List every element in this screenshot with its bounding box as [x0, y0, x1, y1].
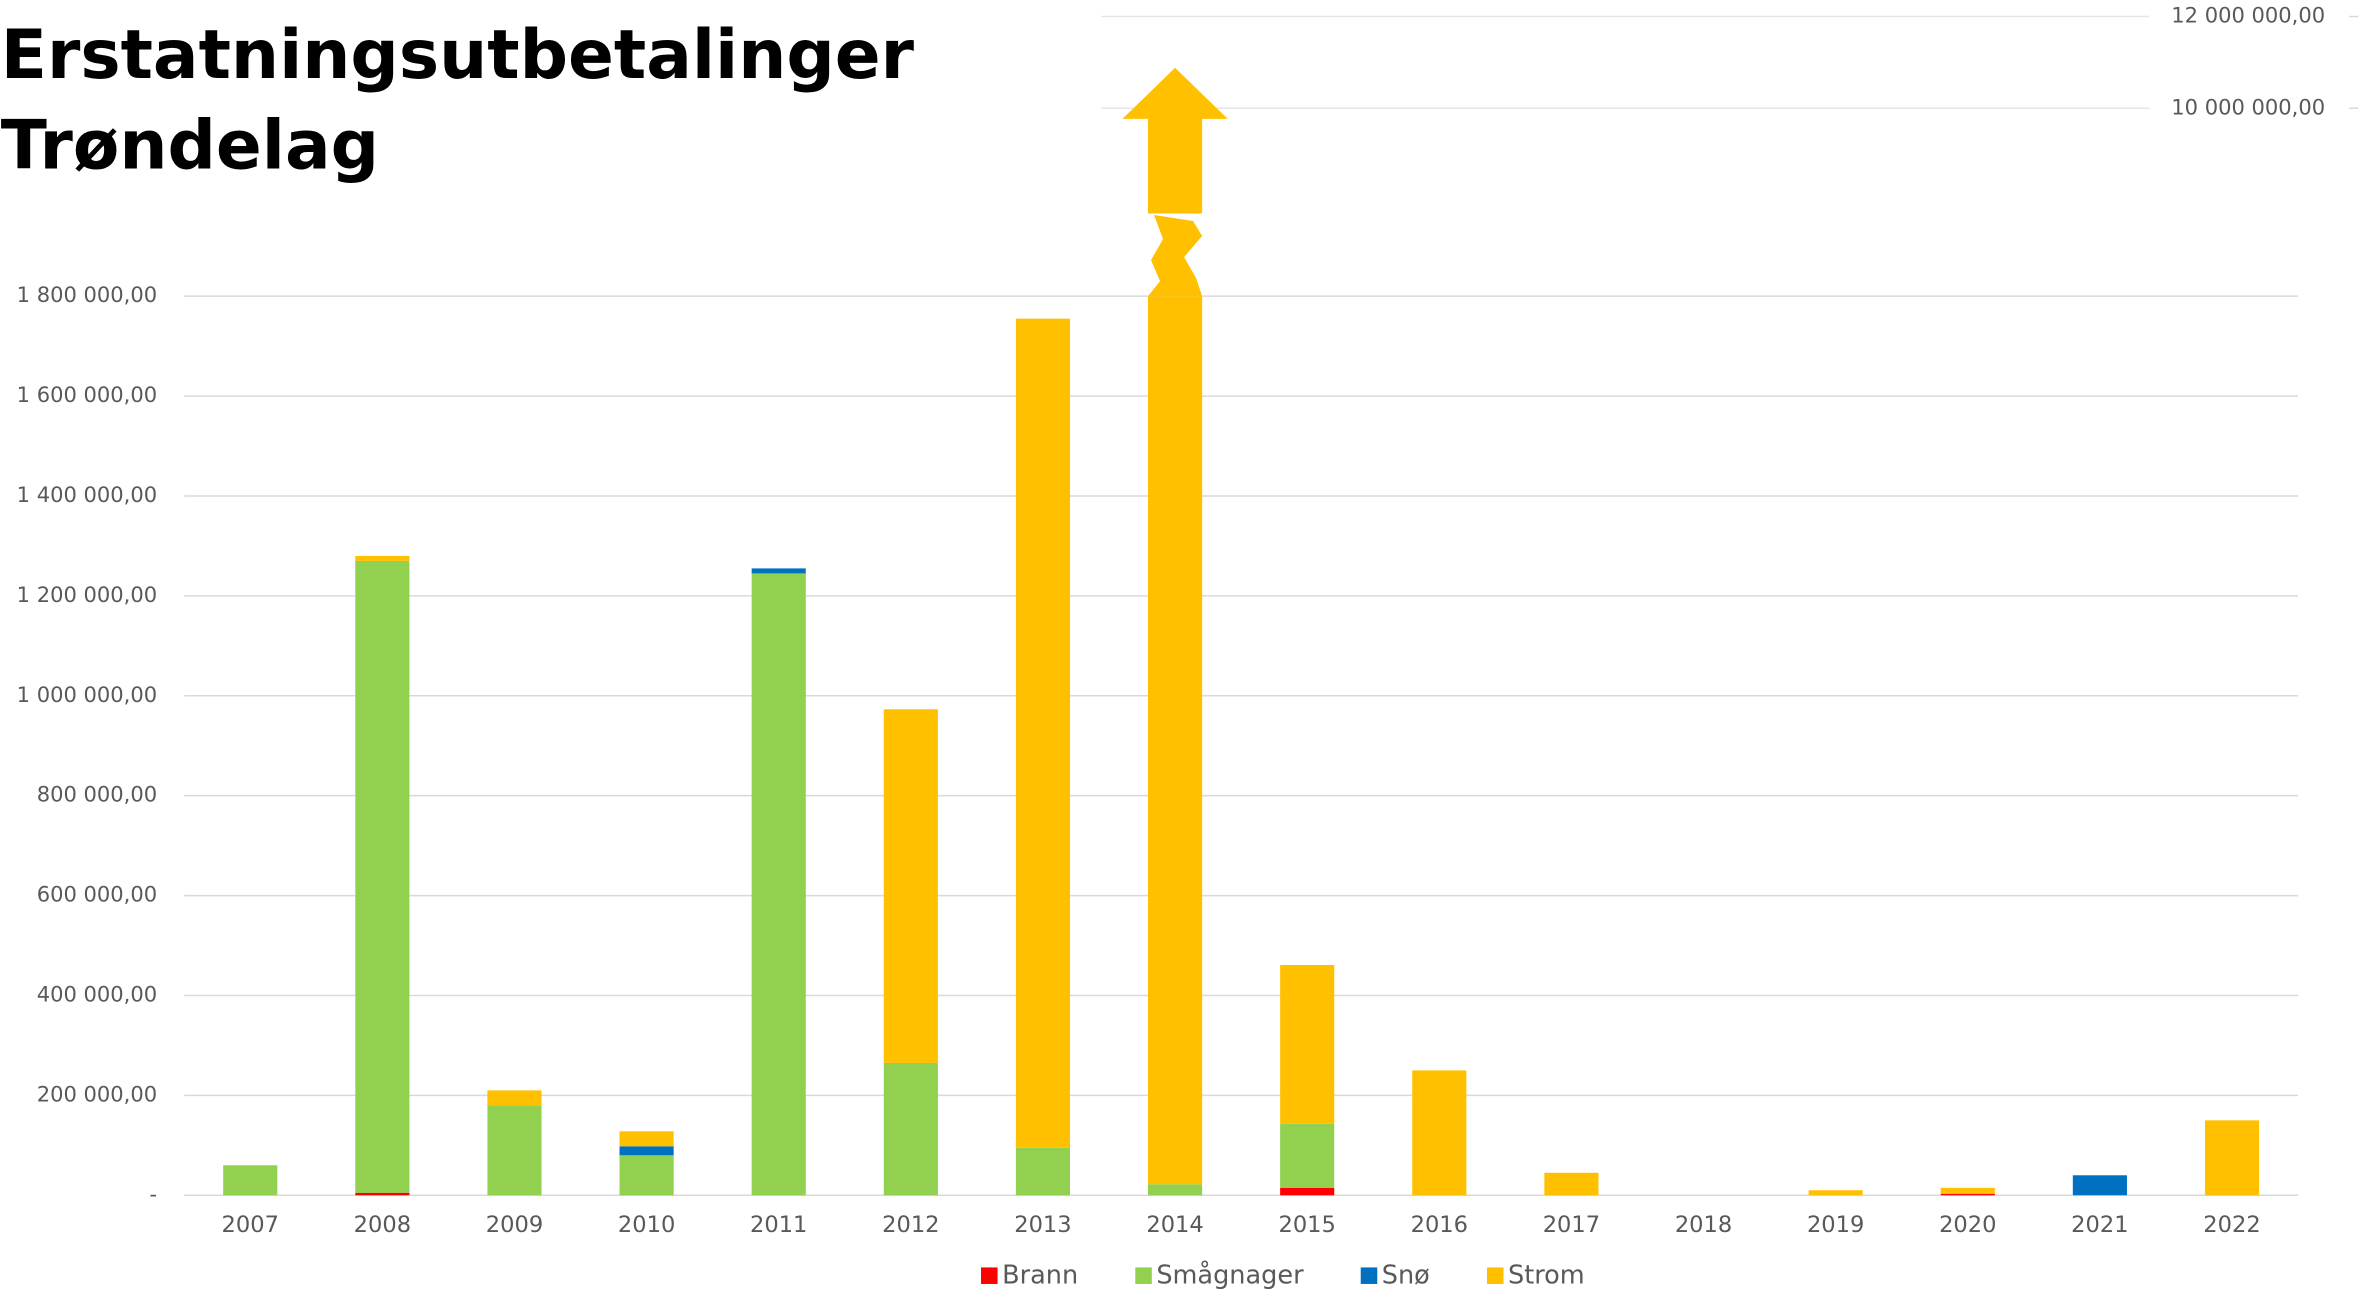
- y-tick-label: 400 000,00: [37, 981, 157, 1006]
- bar-segment: [487, 1105, 542, 1196]
- legend-swatch: [1135, 1267, 1152, 1284]
- bar-segment: [1148, 1184, 1203, 1196]
- legend-text: Snø: [1382, 1260, 1430, 1290]
- bar-segment: [1940, 1193, 1995, 1196]
- x-tick-label: 2016: [1411, 1212, 1468, 1238]
- bar-segment: [355, 1192, 410, 1196]
- y-tick-label: 1 600 000,00: [17, 382, 157, 407]
- y2-tick-label: 12 000 000,00: [2171, 3, 2325, 28]
- y-tick-label: 200 000,00: [37, 1081, 157, 1106]
- x-tick-label: 2014: [1146, 1212, 1203, 1238]
- bar-segment: [751, 568, 806, 574]
- x-tick-label: 2008: [354, 1212, 411, 1238]
- legend-text: Strom: [1508, 1260, 1585, 1290]
- y-tick-label: -: [150, 1181, 158, 1206]
- bar-segment: [487, 1090, 542, 1106]
- bar-segment: [1148, 296, 1203, 1185]
- bar-segment: [355, 560, 410, 1193]
- x-tick-label: 2013: [1014, 1212, 1071, 1238]
- x-tick-label: 2009: [486, 1212, 543, 1238]
- bar-segment: [2204, 1120, 2260, 1196]
- bar-segment: [883, 1062, 938, 1196]
- y-tick-label: 800 000,00: [37, 782, 157, 807]
- bar-segment: [1280, 964, 1335, 1124]
- legend-swatch: [1486, 1267, 1504, 1284]
- x-tick-label: 2019: [1807, 1212, 1864, 1238]
- bar-segment: [355, 555, 410, 561]
- x-tick-label: 2011: [750, 1212, 807, 1238]
- bar-segment: [883, 709, 938, 1063]
- bar-segment: [751, 573, 806, 1196]
- x-tick-label: 2017: [1543, 1212, 1600, 1238]
- bar-segment: [1015, 1147, 1071, 1196]
- bar-segment: [1544, 1172, 1599, 1196]
- legend-swatch: [981, 1267, 998, 1284]
- y2-tick-label: 10 000 000,00: [2171, 94, 2325, 119]
- bar-segment: [619, 1146, 674, 1156]
- legend-swatch: [1360, 1267, 1378, 1284]
- bar-segment: [619, 1131, 674, 1147]
- chart-title: Trøndelag: [1, 105, 379, 184]
- bar-segment: [1280, 1187, 1335, 1196]
- x-tick-label: 2020: [1939, 1212, 1996, 1238]
- legend-text: Smågnager: [1156, 1260, 1304, 1290]
- y-tick-label: 1 000 000,00: [17, 682, 157, 707]
- x-tick-label: 2010: [618, 1212, 675, 1238]
- x-tick-label: 2021: [2071, 1212, 2128, 1238]
- y-tick-label: 1 800 000,00: [17, 282, 157, 307]
- x-tick-label: 2015: [1278, 1212, 1335, 1238]
- x-tick-label: 2022: [2203, 1212, 2260, 1238]
- x-tick-label: 2007: [222, 1212, 279, 1238]
- bar-segment: [619, 1155, 674, 1196]
- bar-segment: [1808, 1190, 1863, 1196]
- chart-title: Erstatningsutbetalinger: [1, 15, 915, 94]
- x-tick-label: 2012: [882, 1212, 939, 1238]
- bar-segment: [1412, 1070, 1467, 1196]
- x-tick-label: 2018: [1675, 1212, 1732, 1238]
- y-tick-label: 1 200 000,00: [17, 582, 157, 607]
- legend-text: Brann: [1002, 1260, 1078, 1290]
- bar-segment: [2072, 1175, 2127, 1196]
- bar-segment: [1280, 1123, 1335, 1188]
- bar-segment: [1940, 1187, 1995, 1194]
- axis-break: [1148, 214, 1203, 297]
- overflow-arrow: [1122, 67, 1228, 214]
- bar-segment: [223, 1165, 278, 1196]
- y-tick-label: 1 400 000,00: [17, 482, 157, 507]
- bar-segment: [1015, 318, 1071, 1148]
- y-tick-label: 600 000,00: [37, 882, 157, 907]
